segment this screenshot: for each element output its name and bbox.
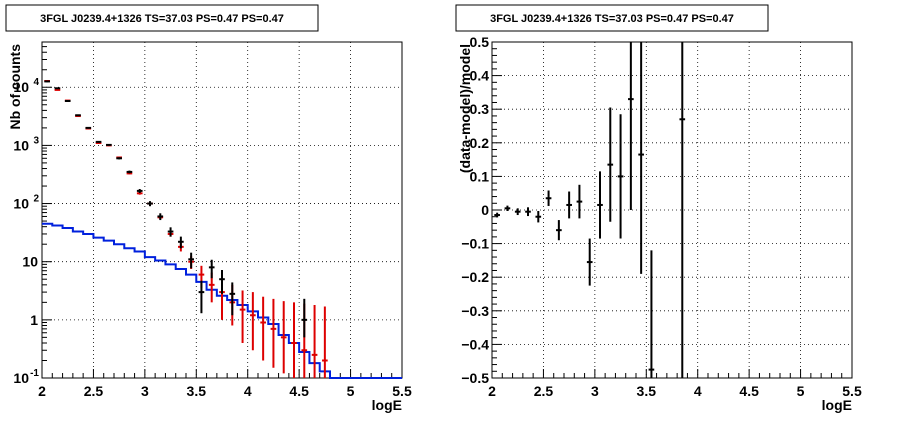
counts-ylabel: Nb of counts <box>7 44 23 130</box>
counts-title: 3FGL J0239.4+1326 TS=37.03 PS=0.47 PS=0.… <box>40 13 284 25</box>
counts-x-tick-label: 5 <box>347 383 355 399</box>
residual-y-tick-label: −0.5 <box>461 370 489 386</box>
residual-y-tick-label: 0 <box>481 202 489 218</box>
residual-y-tick-label: 0.3 <box>470 101 490 117</box>
residual-panel: 2 2.5 3 3.5 4 4.5 5 5.5 −0.5 −0.4 −0.3 −0.2 −0.1 0 0.1… <box>455 4 862 413</box>
counts-plot-frame <box>41 41 403 379</box>
counts-x-tick-label: 5.5 <box>392 383 412 399</box>
residual-y-tick-label: 0.2 <box>470 135 490 151</box>
residual-y-tick-label: −0.4 <box>461 336 489 352</box>
residual-x-tick-label: 3.5 <box>637 383 657 399</box>
residual-x-tick-label: 4.5 <box>739 383 759 399</box>
counts-x-tick-label: 3.5 <box>187 383 207 399</box>
counts-x-tick-label: 2.5 <box>84 383 104 399</box>
residual-axis-ticks: 2 2.5 3 3.5 4 4.5 5 5.5 −0.5 −0.4 −0.3 −0.2 −0.1 0 0.1… <box>461 34 862 399</box>
residual-title-box <box>455 4 769 32</box>
residual-y-tick-label: −0.3 <box>461 303 489 319</box>
residual-y-tick-label: −0.2 <box>461 269 489 285</box>
counts-y-tick-label: 10 <box>13 137 29 153</box>
residual-y-tick-label: 0.4 <box>470 68 490 84</box>
counts-title-box <box>5 4 319 32</box>
counts-x-tick-label: 4.5 <box>289 383 309 399</box>
counts-x-tick-label: 2 <box>38 383 46 399</box>
residual-title: 3FGL J0239.4+1326 TS=37.03 PS=0.47 PS=0.… <box>490 13 734 25</box>
counts-grid <box>41 42 403 378</box>
residual-ylabel: (data-model)/model <box>457 44 473 173</box>
residual-y-tick-label: 0.1 <box>470 168 490 184</box>
residual-grid <box>491 41 853 379</box>
counts-marks <box>42 80 402 379</box>
counts-y-tick-exponent: -1 <box>30 368 39 379</box>
counts-y-tick-exponent: 2 <box>33 194 39 205</box>
residual-y-tick-label: −0.1 <box>461 236 489 252</box>
counts-y-tick-label: 1 <box>30 312 38 328</box>
residual-x-tick-label: 5.5 <box>842 383 862 399</box>
residual-marks <box>494 42 686 378</box>
residual-x-tick-label: 3 <box>591 383 599 399</box>
counts-y-tick-exponent: 3 <box>33 135 39 146</box>
counts-xlabel: logE <box>372 397 402 413</box>
residual-xlabel: logE <box>822 397 852 413</box>
residual-y-tick-label: 0.5 <box>470 34 490 50</box>
counts-y-tick-label: 10 <box>13 370 29 386</box>
counts-x-tick-label: 4 <box>244 383 252 399</box>
residual-x-tick-label: 4 <box>694 383 702 399</box>
counts-x-tick-label: 3 <box>141 383 149 399</box>
residual-x-tick-label: 2.5 <box>534 383 554 399</box>
counts-y-tick-label: 10 <box>13 196 29 212</box>
counts-y-tick-label: 10 <box>22 254 38 270</box>
counts-y-tick-label: 10 <box>13 79 29 95</box>
residual-x-tick-label: 2 <box>488 383 496 399</box>
counts-y-tick-exponent: 4 <box>33 77 39 88</box>
residual-x-tick-label: 5 <box>797 383 805 399</box>
